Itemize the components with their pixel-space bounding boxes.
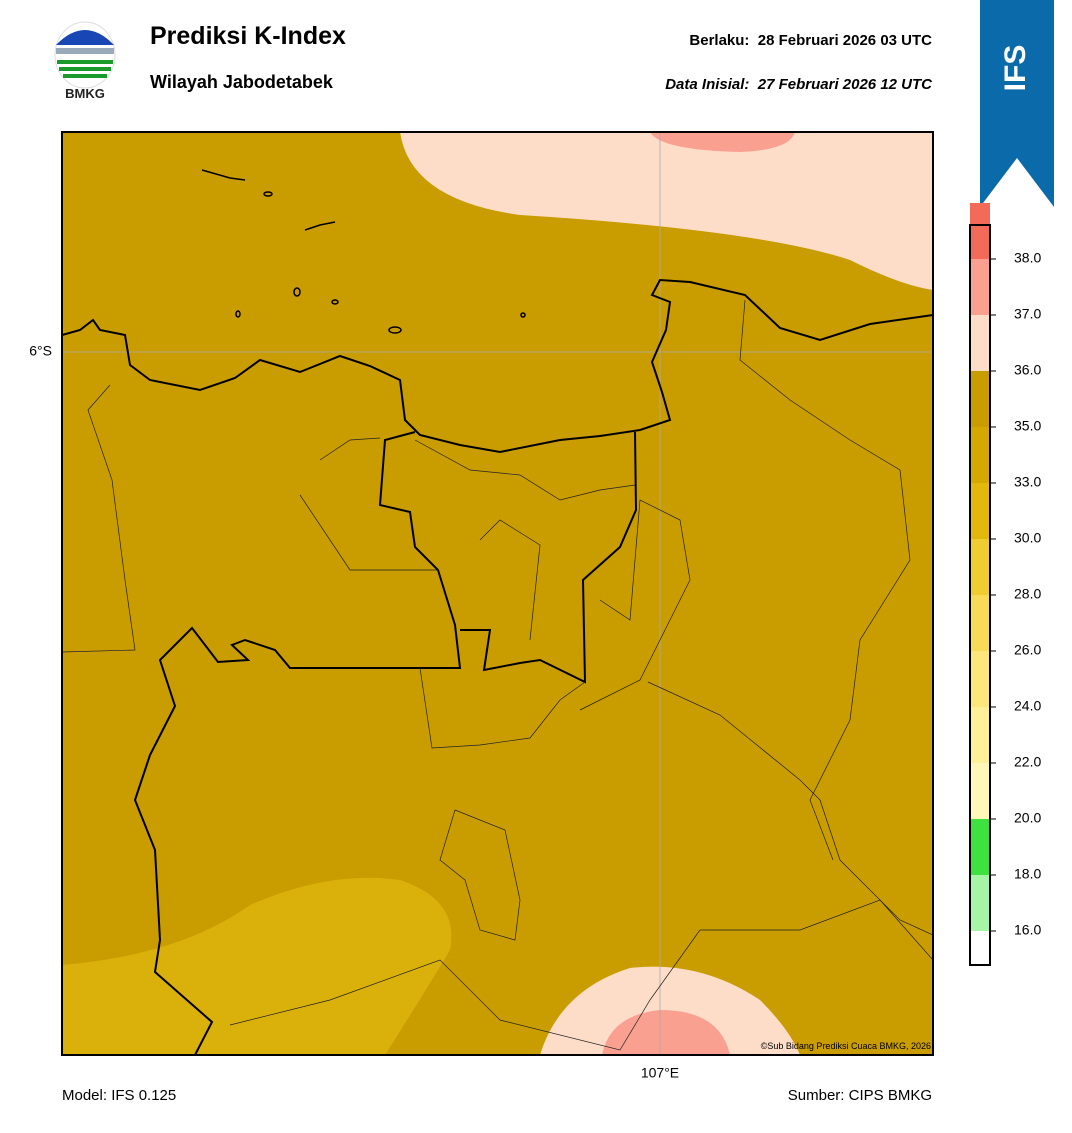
colorbar-segment [970,763,990,820]
map [62,132,933,1055]
model: Model: IFS 0.125 [62,1087,176,1104]
subtitle: Wilayah Jabodetabek [150,72,334,92]
colorbar-segment [970,370,990,427]
colorbar-segment [970,482,990,539]
credit: ©Sub Bidang Prediksi Cuaca BMKG, 2026 [761,1041,931,1051]
valid-time: Berlaku: 28 Februari 2026 03 UTC [689,32,932,49]
title: Prediksi K-Index [150,22,346,50]
colorbar-tick-label: 16.0 [1014,922,1041,938]
colorbar-tick-label: 26.0 [1014,642,1041,658]
colorbar-tick-label: 20.0 [1014,810,1041,826]
colorbar-segment [970,595,990,652]
initial-time: Data Inisial: 27 Februari 2026 12 UTC [665,76,933,93]
colorbar-segment [970,258,990,315]
colorbar-tick-label: 28.0 [1014,586,1041,602]
logo-text: BMKG [65,86,105,101]
lat-label: 6°S [29,343,52,359]
colorbar-segment [970,538,990,595]
badge-text: IFS [999,45,1032,92]
lon-label: 107°E [641,1065,679,1081]
colorbar-segment [970,202,990,259]
colorbar-segment [970,426,990,483]
colorbar-tick-label: 38.0 [1014,250,1041,266]
colorbar-tick-label: 18.0 [1014,866,1041,882]
colorbar-tick-label: 36.0 [1014,362,1041,378]
colorbar-segment [970,819,990,876]
colorbar-segment [970,314,990,371]
colorbar-segment [970,707,990,764]
badge [980,0,1054,207]
colorbar-tick-label: 22.0 [1014,754,1041,770]
colorbar-tick-label: 37.0 [1014,306,1041,322]
source: Sumber: CIPS BMKG [788,1087,932,1104]
colorbar-segment [970,931,990,965]
colorbar-segment [970,651,990,708]
colorbar-tick-label: 30.0 [1014,530,1041,546]
colorbar-tick-label: 33.0 [1014,474,1041,490]
colorbar: 16.0 18.0 20.0 22.0 24.0 26.0 28.0 30.0 33.0 35.0… [969,202,1041,966]
logo [54,21,116,89]
colorbar-tick-label: 35.0 [1014,418,1041,434]
colorbar-tick-label: 24.0 [1014,698,1041,714]
colorbar-segment [970,875,990,932]
